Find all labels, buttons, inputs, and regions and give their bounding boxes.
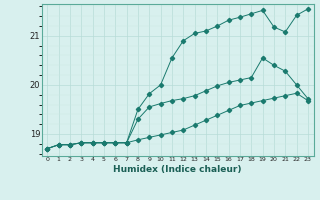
X-axis label: Humidex (Indice chaleur): Humidex (Indice chaleur): [113, 165, 242, 174]
